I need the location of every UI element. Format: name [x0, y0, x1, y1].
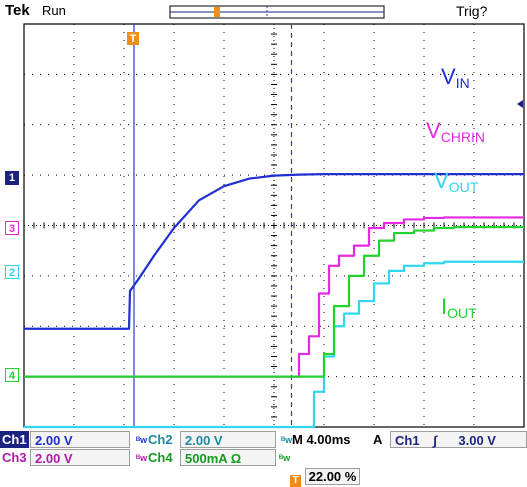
ch4-bw-icon: ᴮw	[279, 453, 291, 463]
ch1-scale: 2.00 V	[30, 431, 130, 448]
ch1-bw-icon: ᴮw	[136, 435, 148, 445]
trigger-position-marker[interactable]: T	[127, 32, 139, 45]
trace-ch4	[24, 225, 524, 378]
ch2-ground-marker[interactable]: 2	[5, 265, 19, 279]
ch2-label[interactable]: Ch2	[148, 432, 173, 447]
acquisition-state: Run	[42, 3, 66, 18]
trigger-status: Trig?	[456, 3, 488, 19]
trigger-position-readout: T 22.00 %	[290, 468, 361, 487]
status-bar: Tek Run Trig?	[0, 0, 527, 22]
timebase-trigger-mark	[214, 7, 220, 17]
trigger-source: Ch1	[395, 433, 420, 448]
trigger-level-arrow	[517, 100, 523, 108]
ch4-scale: 500mA Ω	[180, 449, 276, 466]
ch3-label[interactable]: Ch3	[2, 450, 27, 465]
label-vchrin: VCHRIN	[426, 118, 486, 145]
ch2-bw-icon: ᴮw	[281, 435, 293, 445]
ch1-label[interactable]: Ch1	[0, 431, 29, 448]
trigger-mode: A	[373, 432, 383, 447]
ch3-bw-icon: ᴮw	[136, 453, 148, 463]
label-iout: IOUT	[441, 294, 477, 321]
trace-ch2	[24, 260, 524, 429]
trace-ch1	[24, 173, 524, 330]
trace-ch3	[24, 216, 524, 378]
timebase[interactable]: M 4.00ms	[292, 432, 351, 447]
ch1-ground-marker[interactable]: 1	[5, 171, 19, 185]
ch4-label[interactable]: Ch4	[148, 450, 173, 465]
ch3-scale: 2.00 V	[30, 449, 130, 466]
brand-logo: Tek	[5, 2, 30, 19]
ch3-ground-marker[interactable]: 3	[5, 221, 19, 235]
readout-panel: Ch1 2.00 V ᴮw Ch2 2.00 V ᴮw M 4.00ms A C…	[0, 430, 527, 484]
ch2-scale: 2.00 V	[180, 431, 276, 448]
trigger-slope-icon: ∫	[433, 433, 437, 448]
trigger-icon: T	[290, 475, 301, 487]
trigger-position-value: 22.00 %	[304, 468, 361, 485]
label-vin: VIN	[441, 64, 470, 91]
trigger-readout[interactable]: Ch1 ∫ 3.00 V	[390, 431, 527, 448]
label-vout: VOUT	[434, 168, 479, 195]
ch4-ground-marker[interactable]: 4	[5, 368, 19, 382]
trigger-level: 3.00 V	[458, 433, 496, 448]
